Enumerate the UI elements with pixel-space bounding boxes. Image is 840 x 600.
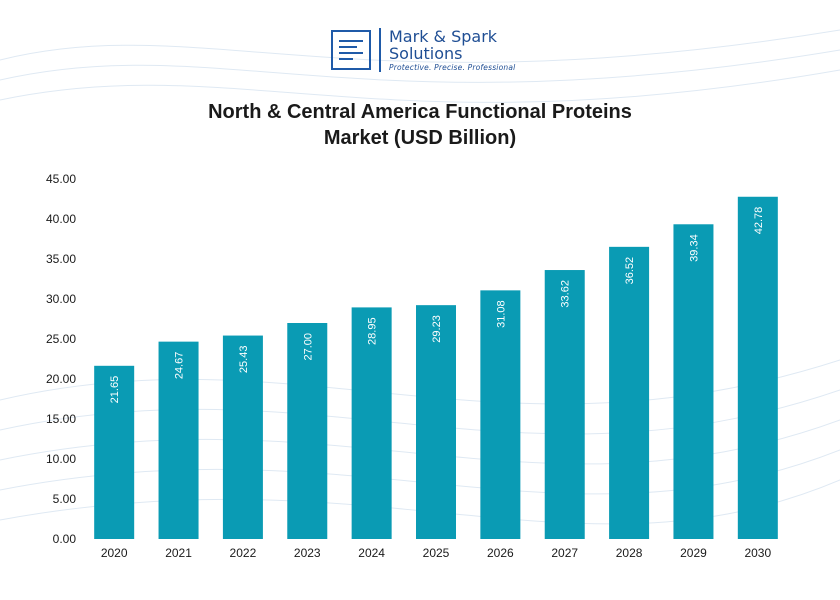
x-tick-label: 2028 (616, 546, 643, 560)
bar-data-label: 24.67 (174, 352, 186, 380)
bar-data-label: 25.43 (238, 346, 250, 374)
company-logo: Mark & Spark Solutions Protective. Preci… (331, 28, 515, 74)
bar (480, 290, 521, 539)
bar (544, 270, 585, 539)
y-tick-label: 35.00 (46, 252, 76, 266)
x-tick-label: 2024 (358, 546, 385, 560)
chart-title: North & Central America Functional Prote… (208, 101, 632, 149)
bar (416, 305, 456, 539)
bar-data-label: 21.65 (109, 376, 121, 404)
logo-divider (379, 28, 381, 72)
y-tick-label: 45.00 (46, 172, 76, 186)
brand-name: Mark & Spark Solutions (389, 27, 498, 63)
document-icon (331, 30, 371, 70)
x-tick-label: 2026 (487, 546, 514, 560)
bar (673, 224, 714, 539)
bar-data-label: 29.23 (431, 315, 443, 343)
bar (609, 246, 650, 539)
y-tick-label: 0.00 (53, 532, 77, 546)
bar-data-label: 36.52 (624, 257, 636, 285)
bar (351, 307, 392, 539)
bar-data-label: 31.08 (495, 300, 507, 328)
y-tick-label: 40.00 (46, 212, 76, 226)
x-tick-label: 2023 (294, 546, 321, 560)
x-tick-label: 2022 (230, 546, 257, 560)
brand-tagline: Protective. Precise. Professional (389, 63, 516, 72)
x-tick-label: 2029 (680, 546, 707, 560)
x-tick-label: 2025 (423, 546, 450, 560)
y-tick-label: 20.00 (46, 372, 76, 386)
bar-data-label: 42.78 (753, 207, 765, 235)
x-tick-label: 2021 (165, 546, 192, 560)
bar (158, 341, 199, 539)
x-tick-label: 2030 (744, 546, 771, 560)
bar (287, 323, 328, 539)
x-tick-label: 2027 (551, 546, 578, 560)
bar (222, 335, 263, 539)
bar-data-label: 33.62 (560, 280, 572, 308)
y-tick-label: 15.00 (46, 412, 76, 426)
bar-data-label: 27.00 (302, 333, 314, 361)
y-tick-label: 30.00 (46, 292, 76, 306)
bar-data-label: 39.34 (688, 234, 700, 262)
bar (737, 196, 778, 539)
x-tick-label: 2020 (101, 546, 128, 560)
y-tick-label: 10.00 (46, 452, 76, 466)
bar-data-label: 28.95 (367, 317, 379, 345)
y-tick-label: 5.00 (53, 492, 77, 506)
bar (94, 365, 135, 539)
y-tick-label: 25.00 (46, 332, 76, 346)
